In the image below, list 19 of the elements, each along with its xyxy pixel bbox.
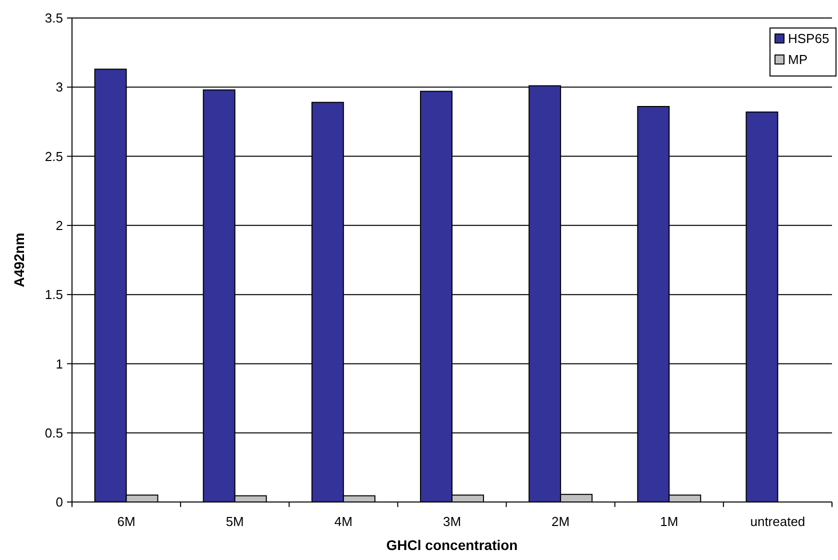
legend-label: MP — [788, 52, 808, 67]
x-tick-label: 6M — [117, 514, 136, 529]
y-tick-label: 1.5 — [44, 287, 63, 302]
y-tick-label: 3.5 — [44, 10, 63, 26]
x-axis-title: GHCl concentration — [386, 537, 518, 553]
x-tick-label: 4M — [334, 514, 352, 529]
x-tick-label: untreated — [750, 514, 806, 529]
y-tick-label: 2 — [56, 218, 63, 233]
x-tick-label: 5M — [226, 514, 244, 529]
x-tick-label: 1M — [660, 514, 678, 529]
y-tick-label: 0.5 — [44, 425, 63, 440]
y-tick-label: 1 — [56, 356, 63, 372]
y-tick-label: 0 — [56, 494, 63, 510]
y-tick-label: 2.5 — [44, 148, 63, 164]
legend-label: HSP65 — [788, 31, 830, 46]
y-tick-label: 3 — [56, 80, 63, 95]
x-tick-label: 2M — [552, 514, 570, 529]
x-tick-label: 3M — [442, 514, 462, 529]
y-axis-title: A492nm — [11, 232, 27, 288]
